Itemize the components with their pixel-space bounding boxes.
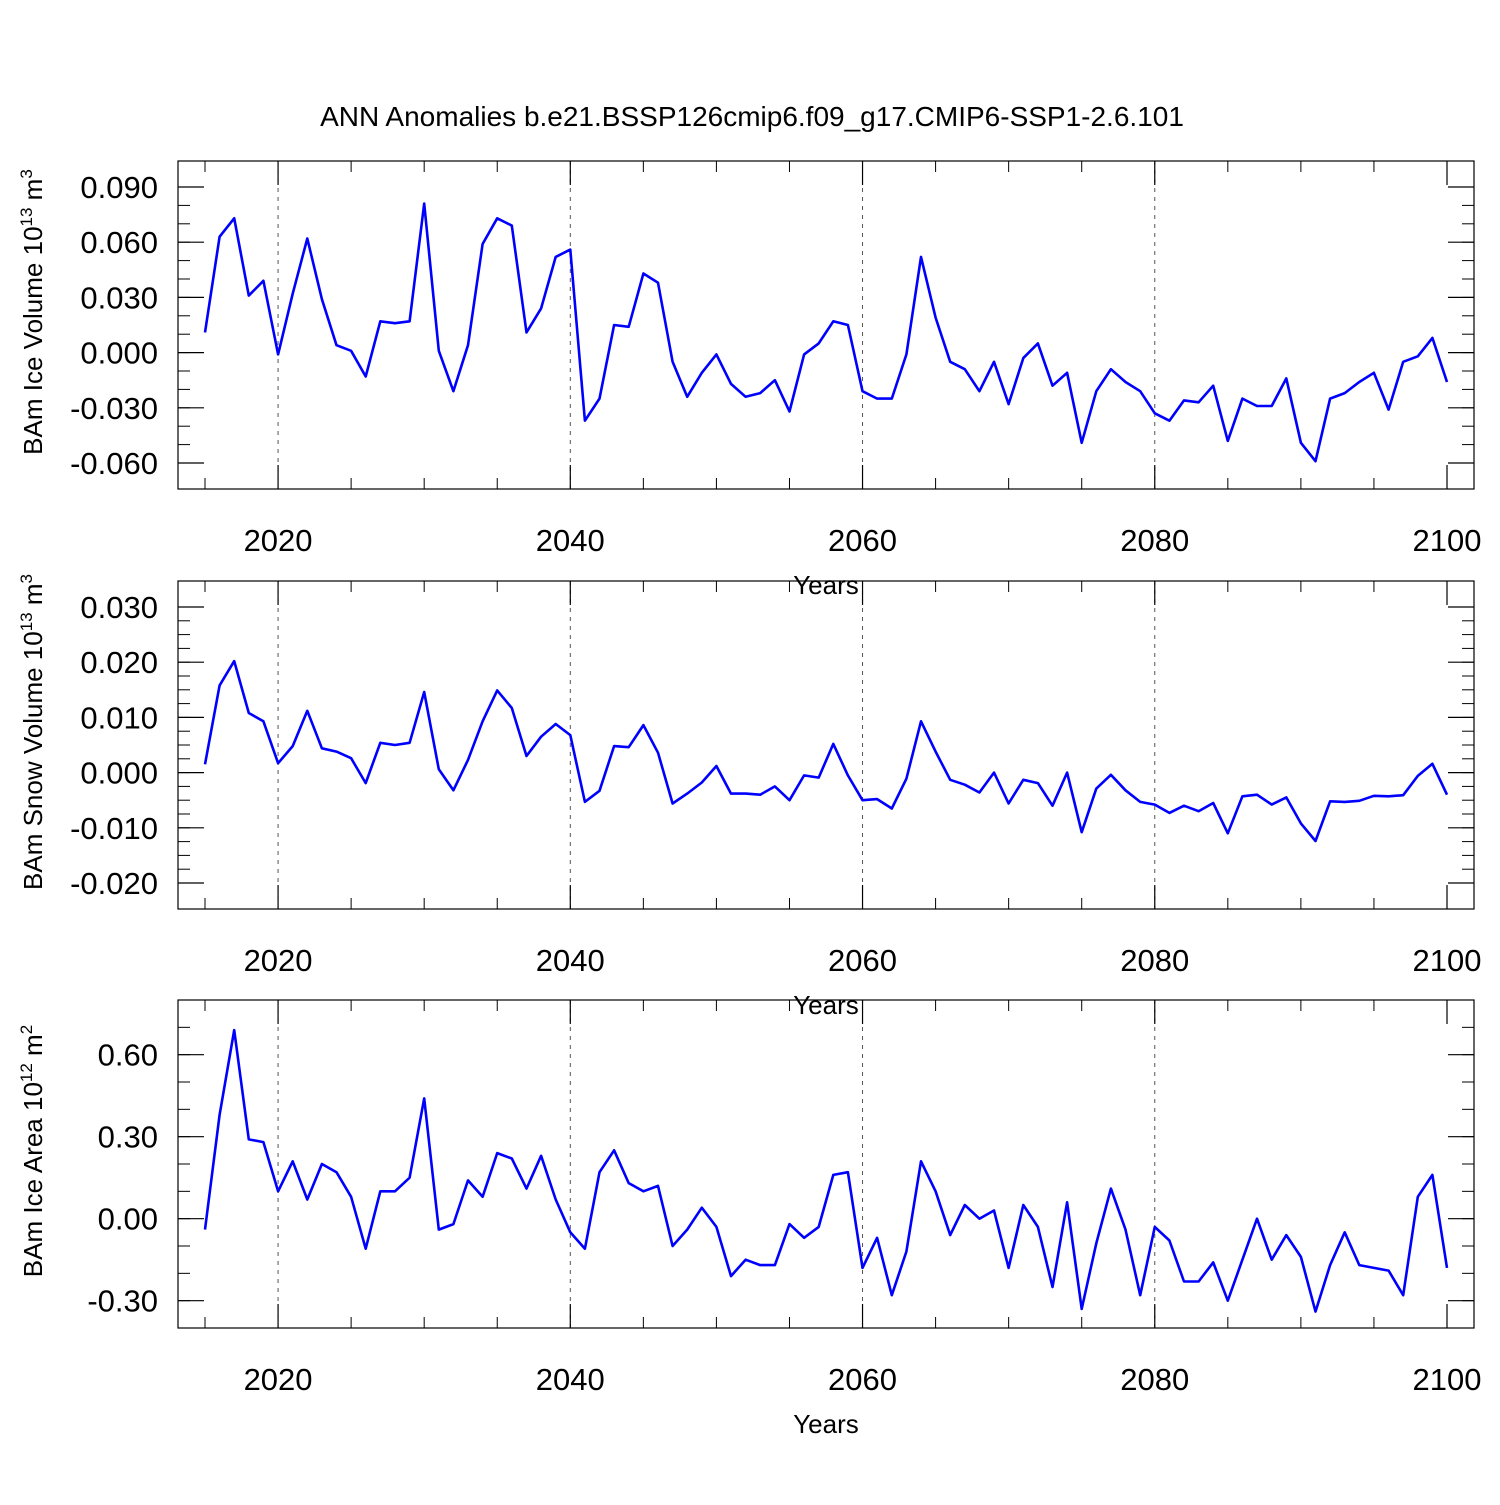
x-tick-label: 2040 <box>536 943 605 978</box>
x-axis-label: Years <box>793 570 859 600</box>
y-tick-label: 0.020 <box>80 645 158 680</box>
chart-panel-2: -0.020 -0.010 0.000 0.010 0.020 0.030 2020 2040… <box>17 574 1481 1020</box>
x-tick-label: 2020 <box>244 943 313 978</box>
chart-title: ANN Anomalies b.e21.BSSP126cmip6.f09_g17… <box>320 101 1184 132</box>
y-tick-label: 0.00 <box>98 1202 158 1237</box>
y-tick-label: 0.030 <box>80 590 158 625</box>
plot-frame <box>177 999 1475 1329</box>
y-tick-label: 0.000 <box>80 756 158 791</box>
x-axis-label: Years <box>793 1409 859 1439</box>
chart-panel-3: -0.30 0.00 0.30 0.60 2020 2040 2060 2080 2100 Yea… <box>17 999 1482 1439</box>
x-tick-label: 2020 <box>244 1362 313 1397</box>
y-tick-label: 0.30 <box>98 1120 158 1155</box>
y-tick-label: 0.60 <box>98 1038 158 1073</box>
y-tick-label: -0.020 <box>70 866 158 901</box>
x-tick-label: 2040 <box>536 1362 605 1397</box>
x-tick-label: 2100 <box>1413 943 1482 978</box>
plot-frame <box>177 160 1475 490</box>
y-axis-label: BAm Ice Volume 1013 m3 <box>17 169 48 455</box>
x-tick-label: 2080 <box>1120 1362 1189 1397</box>
chart-panel-1: -0.060 -0.030 0.000 0.030 0.060 0.090 2020 2040… <box>17 160 1482 600</box>
y-tick-label: -0.30 <box>87 1284 158 1319</box>
y-axis-label: BAm Snow Volume 1013 m3 <box>17 574 48 890</box>
y-tick-label: -0.010 <box>70 811 158 846</box>
x-axis-label: Years <box>793 990 859 1020</box>
y-tick-label: -0.060 <box>70 446 158 481</box>
x-tick-label: 2100 <box>1413 1362 1482 1397</box>
series-line <box>203 202 1449 463</box>
x-tick-label: 2080 <box>1120 943 1189 978</box>
x-tick-label: 2100 <box>1413 523 1482 558</box>
x-tick-label: 2020 <box>244 523 313 558</box>
x-tick-label: 2060 <box>828 1362 897 1397</box>
y-tick-label: 0.030 <box>80 280 158 315</box>
y-tick-label: 0.010 <box>80 700 158 735</box>
y-tick-label: 0.090 <box>80 170 158 205</box>
plot-frame <box>177 580 1475 910</box>
x-tick-label: 2060 <box>828 943 897 978</box>
y-axis-label: BAm Ice Area 1012 m2 <box>17 1025 48 1277</box>
y-tick-label: 0.000 <box>80 336 158 371</box>
series-line <box>203 1028 1449 1313</box>
x-tick-label: 2060 <box>828 523 897 558</box>
y-tick-label: -0.030 <box>70 391 158 426</box>
x-tick-label: 2040 <box>536 523 605 558</box>
series-line <box>203 659 1449 843</box>
x-tick-label: 2080 <box>1120 523 1189 558</box>
y-tick-label: 0.060 <box>80 225 158 260</box>
